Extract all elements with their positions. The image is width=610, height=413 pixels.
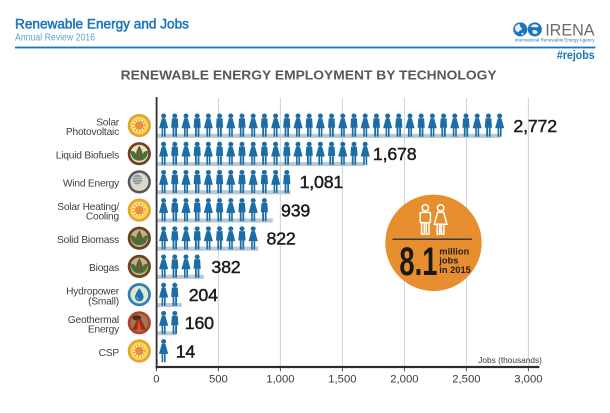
svg-text:2,772: 2,772 — [513, 116, 557, 136]
svg-text:million: million — [439, 246, 469, 256]
svg-text:2,500: 2,500 — [452, 373, 480, 385]
svg-text:RENEWABLE ENERGY EMPLOYMENT BY: RENEWABLE ENERGY EMPLOYMENT BY TECHNOLOG… — [121, 68, 497, 83]
svg-text:8.1: 8.1 — [399, 240, 437, 284]
svg-text:Energy: Energy — [88, 325, 120, 336]
svg-text:Wind Energy: Wind Energy — [63, 179, 120, 190]
svg-text:Renewable Energy and Jobs: Renewable Energy and Jobs — [15, 17, 189, 32]
svg-text:822: 822 — [267, 229, 296, 249]
svg-text:1,081: 1,081 — [300, 172, 344, 192]
svg-text:Biogas: Biogas — [89, 263, 119, 274]
svg-text:Cooling: Cooling — [86, 212, 120, 223]
svg-text:382: 382 — [211, 257, 240, 277]
svg-text:Hydropower: Hydropower — [66, 287, 120, 298]
svg-text:in 2015: in 2015 — [439, 265, 471, 275]
svg-text:Solar: Solar — [96, 117, 120, 128]
svg-text:939: 939 — [281, 200, 310, 220]
svg-text:500: 500 — [209, 373, 228, 385]
svg-text:Solar Heating/: Solar Heating/ — [57, 202, 119, 213]
svg-text:1,678: 1,678 — [373, 144, 417, 164]
svg-text:International Renewable Energy: International Renewable Energy Agency — [515, 38, 596, 43]
svg-text:204: 204 — [189, 285, 218, 305]
svg-text:1,000: 1,000 — [266, 373, 294, 385]
svg-text:160: 160 — [185, 313, 214, 333]
svg-text:Liquid Biofuels: Liquid Biofuels — [56, 150, 119, 161]
svg-text:(Small): (Small) — [88, 296, 119, 307]
svg-text:Geothermal: Geothermal — [68, 315, 119, 326]
svg-text:#rejobs: #rejobs — [557, 48, 595, 62]
svg-text:2,000: 2,000 — [390, 373, 418, 385]
svg-text:1,500: 1,500 — [328, 373, 356, 385]
svg-text:Solid Biomass: Solid Biomass — [57, 235, 119, 246]
svg-text:14: 14 — [176, 341, 196, 361]
svg-text:IRENA: IRENA — [545, 21, 595, 39]
svg-text:Photovoltaic: Photovoltaic — [66, 127, 119, 138]
svg-text:Jobs (thousands): Jobs (thousands) — [478, 355, 542, 365]
svg-text:Annual Review 2016: Annual Review 2016 — [15, 33, 95, 44]
svg-text:3,000: 3,000 — [514, 373, 542, 385]
svg-text:0: 0 — [153, 373, 159, 385]
svg-text:CSP: CSP — [99, 348, 120, 359]
svg-text:jobs: jobs — [438, 256, 458, 266]
